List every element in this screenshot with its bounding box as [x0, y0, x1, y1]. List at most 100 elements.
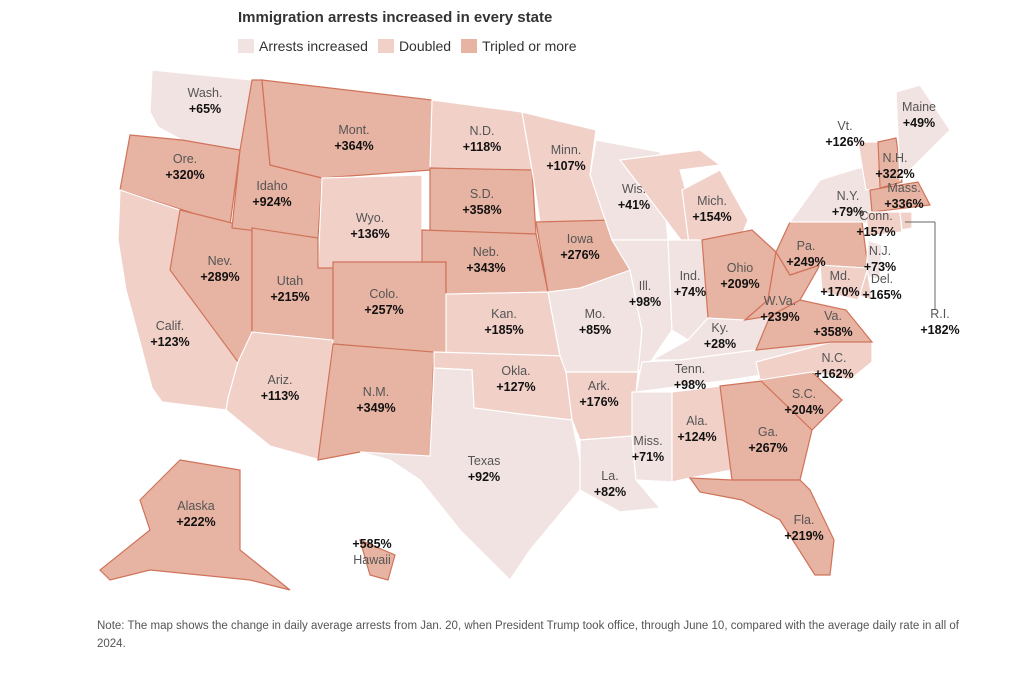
state-name-idaho: Idaho: [256, 179, 287, 193]
state-value-texas: +92%: [468, 470, 500, 484]
state-name-va: Va.: [824, 309, 842, 323]
state-value-iowa: +276%: [560, 248, 599, 262]
state-shape-maine: [895, 84, 951, 182]
state-value-va: +358%: [813, 325, 852, 339]
state-name-vt: Vt.: [837, 119, 852, 133]
state-value-del: +165%: [862, 288, 901, 302]
state-name-iowa: Iowa: [567, 232, 593, 246]
state-name-ind: Ind.: [680, 269, 701, 283]
legend-item-increased: Arrests increased: [238, 38, 368, 54]
state-value-maine: +49%: [903, 116, 935, 130]
state-shape-mont: [261, 79, 433, 179]
legend-label-increased: Arrests increased: [259, 38, 368, 54]
state-value-nd: +118%: [463, 140, 502, 154]
state-name-wyo: Wyo.: [356, 211, 384, 225]
state-shape-sd: [429, 167, 537, 235]
state-name-mont: Mont.: [338, 123, 369, 137]
state-name-wva: W.Va.: [764, 294, 796, 308]
state-name-nm: N.M.: [363, 385, 389, 399]
state-name-la: La.: [601, 469, 618, 483]
state-value-pa: +249%: [786, 255, 825, 269]
leader-lines: [905, 221, 936, 310]
state-name-minn: Minn.: [551, 143, 582, 157]
state-name-utah: Utah: [277, 274, 303, 288]
state-name-maine: Maine: [902, 100, 936, 114]
state-value-ky: +28%: [704, 337, 736, 351]
state-name-neb: Neb.: [473, 245, 499, 259]
state-value-nc: +162%: [814, 367, 853, 381]
state-name-hawaii: Hawaii: [353, 553, 391, 567]
state-value-la: +82%: [594, 485, 626, 499]
state-shape-conn: [865, 211, 903, 237]
state-value-fla: +219%: [784, 529, 823, 543]
state-value-mich: +154%: [692, 210, 731, 224]
state-value-hawaii: +585%: [352, 537, 391, 551]
state-name-ny: N.Y.: [837, 189, 860, 203]
state-name-ohio: Ohio: [727, 261, 753, 275]
state-value-okla: +127%: [496, 380, 535, 394]
state-shape-ore: [119, 134, 241, 226]
state-name-wis: Wis.: [622, 182, 646, 196]
state-name-nj: N.J.: [869, 244, 891, 258]
state-name-ky: Ky.: [711, 321, 728, 335]
state-value-mo: +85%: [579, 323, 611, 337]
state-value-vt: +126%: [825, 135, 864, 149]
state-shape-hawaii: [359, 538, 396, 581]
state-name-ariz: Ariz.: [268, 373, 293, 387]
state-value-calif: +123%: [150, 335, 189, 349]
state-value-ala: +124%: [677, 430, 716, 444]
state-name-ri: R.I.: [930, 307, 949, 321]
state-value-wash: +65%: [189, 102, 221, 116]
state-value-wyo: +136%: [350, 227, 389, 241]
state-value-kan: +185%: [484, 323, 523, 337]
state-value-ga: +267%: [748, 441, 787, 455]
legend-swatch-increased: [238, 39, 254, 53]
legend-swatch-tripled: [461, 39, 478, 53]
state-name-pa: Pa.: [797, 239, 816, 253]
state-value-minn: +107%: [546, 159, 585, 173]
state-value-nh: +322%: [875, 167, 914, 181]
legend-label-doubled: Doubled: [398, 38, 452, 54]
state-shape-ala: [671, 385, 733, 483]
state-value-ind: +74%: [674, 285, 706, 299]
state-value-sd: +358%: [462, 203, 501, 217]
state-shape-nj: [865, 239, 883, 281]
state-shape-fla: [688, 477, 835, 576]
state-name-tenn: Tenn.: [675, 362, 706, 376]
state-shape-alaska: [99, 459, 291, 591]
state-value-wva: +239%: [760, 310, 799, 324]
state-value-idaho: +924%: [252, 195, 291, 209]
state-name-nh: N.H.: [883, 151, 908, 165]
state-value-mass: +336%: [884, 197, 923, 211]
state-name-sc: S.C.: [792, 387, 816, 401]
state-value-nj: +73%: [864, 260, 896, 274]
state-value-nm: +349%: [356, 401, 395, 415]
map-title: Immigration arrests increased in every s…: [238, 9, 553, 26]
state-value-wis: +41%: [618, 198, 650, 212]
state-name-colo: Colo.: [369, 287, 398, 301]
state-name-fla: Fla.: [794, 513, 815, 527]
state-name-ala: Ala.: [686, 414, 708, 428]
state-value-alaska: +222%: [176, 515, 215, 529]
state-name-ore: Ore.: [173, 152, 197, 166]
state-value-ny: +79%: [832, 205, 864, 219]
state-name-del: Del.: [871, 272, 893, 286]
state-name-miss: Miss.: [633, 434, 662, 448]
legend: Arrests increased Doubled Tripled or mor…: [238, 38, 587, 54]
state-shape-mass: [869, 181, 931, 213]
state-name-nd: N.D.: [470, 124, 495, 138]
state-value-mont: +364%: [334, 139, 373, 153]
state-name-conn: Conn.: [859, 209, 892, 223]
state-name-mo: Mo.: [585, 307, 606, 321]
state-name-nc: N.C.: [822, 351, 847, 365]
state-value-nev: +289%: [200, 270, 239, 284]
state-value-neb: +343%: [466, 261, 505, 275]
state-name-calif: Calif.: [156, 319, 184, 333]
state-value-md: +170%: [820, 285, 859, 299]
state-shape-ri: [899, 211, 913, 231]
state-value-tenn: +98%: [674, 378, 706, 392]
state-value-ohio: +209%: [720, 277, 759, 291]
legend-item-doubled: Doubled: [377, 38, 452, 54]
state-shapes: [99, 69, 951, 591]
state-value-ariz: +113%: [261, 389, 300, 403]
